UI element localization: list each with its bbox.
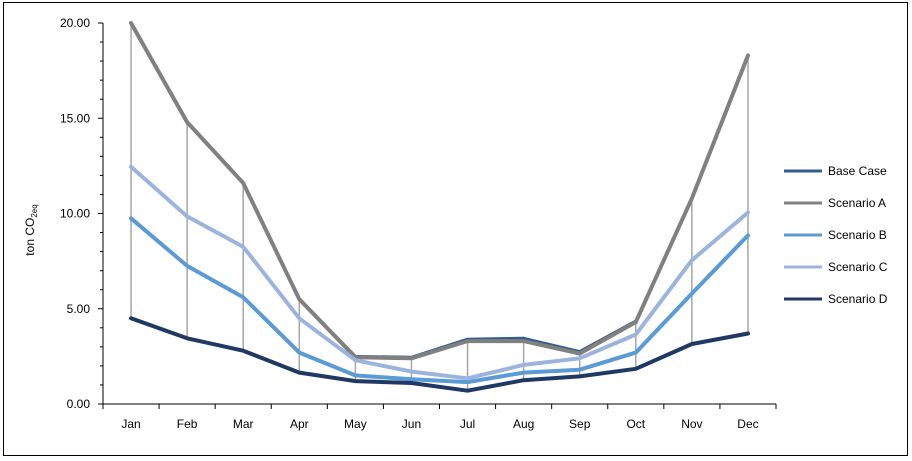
x-tick-label: Apr [290, 417, 309, 431]
series-line-scenario-d [129, 316, 750, 393]
y-tick-label: 15.00 [60, 111, 90, 125]
x-tick-label: Sep [569, 417, 591, 431]
x-tick-label: Nov [681, 417, 702, 431]
x-tick-label: Mar [233, 417, 254, 431]
y-tick-label: 10.00 [60, 207, 90, 221]
legend-label: Scenario A [828, 196, 886, 210]
x-tick-label: Jan [121, 417, 140, 431]
x-tick-label: May [344, 417, 367, 431]
legend-label: Base Case [828, 164, 887, 178]
x-tick-label: Jul [460, 417, 475, 431]
axes: 0.00 5.00 10.00 15.00 20.00 Jan Feb Mar Apr May Ju… [60, 16, 777, 431]
legend-label: Scenario B [828, 228, 887, 242]
x-tick-label: Jun [402, 417, 421, 431]
series-lines [129, 21, 750, 393]
legend-label: Scenario D [828, 292, 888, 306]
y-tick-label: 5.00 [67, 302, 91, 316]
x-tick-label: Feb [177, 417, 198, 431]
y-axis-label: ton CO2eq [23, 204, 39, 255]
y-tick-label: 0.00 [67, 397, 91, 411]
series-line-scenario-a [129, 21, 750, 361]
series-line-scenario-c [129, 164, 750, 381]
y-tick-label: 20.00 [60, 16, 90, 30]
x-tick-label: Aug [513, 417, 534, 431]
x-tick-label: Dec [737, 417, 758, 431]
drop-lines [130, 23, 749, 391]
series-line-scenario-b [129, 216, 750, 385]
x-tick-label: Oct [626, 417, 645, 431]
legend-label: Scenario C [828, 260, 888, 274]
legend: Base Case Scenario A Scenario B Scenario C S… [784, 164, 888, 306]
